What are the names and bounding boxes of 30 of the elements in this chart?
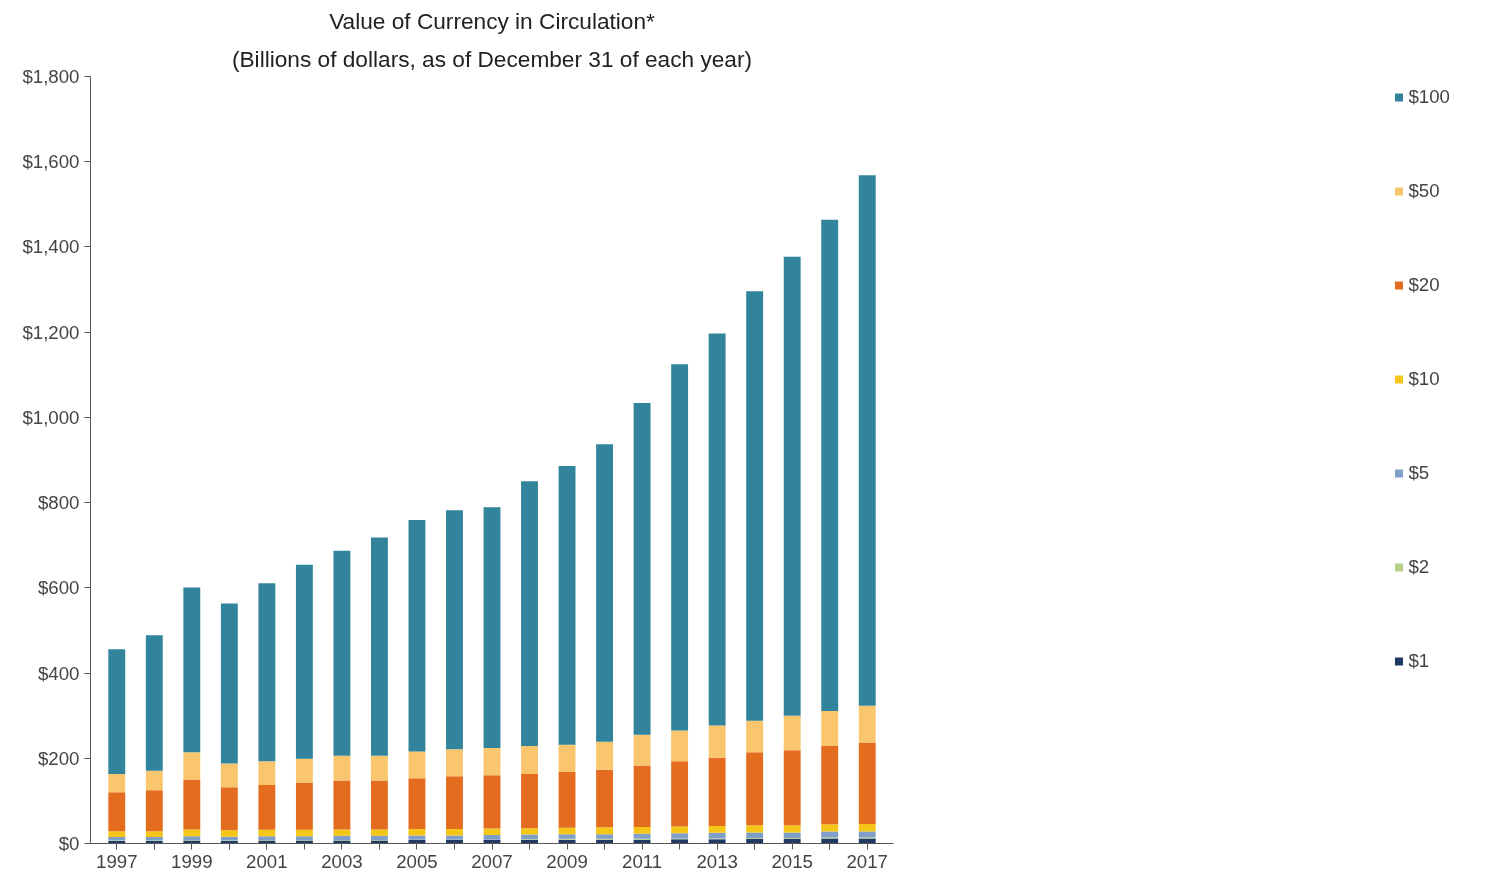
y-tick-label: $600 — [38, 577, 80, 599]
x-tick-label: 2011 — [622, 850, 663, 872]
x-tick-label: 1999 — [171, 850, 213, 872]
y-tick-label: $800 — [38, 492, 80, 514]
legend-label: $10 — [1408, 368, 1440, 390]
chart-subtitle: (Billions of dollars, as of December 31 of each year) — [231, 45, 753, 72]
x-tick-label: 2017 — [846, 850, 888, 872]
legend-label: $2 — [1408, 556, 1430, 578]
x-tick-label: 2013 — [696, 850, 738, 872]
x-tick-label: 2001 — [246, 850, 288, 872]
y-tick-label: $200 — [38, 747, 80, 769]
x-tick-label: 2007 — [471, 850, 513, 872]
legend-label: $20 — [1408, 274, 1440, 296]
y-tick-label: $400 — [38, 662, 80, 684]
y-tick-label: $1,200 — [22, 321, 80, 343]
x-tick-label: 2005 — [396, 850, 438, 872]
x-tick-label: 2003 — [321, 850, 363, 872]
legend-label: $100 — [1408, 86, 1450, 108]
x-tick-label: 2015 — [771, 850, 813, 872]
y-tick-label: $1,000 — [22, 406, 80, 428]
y-tick-label: $1,600 — [22, 151, 80, 173]
y-tick-label: $0 — [58, 833, 80, 854]
legend-label: $50 — [1408, 180, 1440, 202]
y-tick-label: $1,800 — [22, 66, 80, 87]
x-tick-label: 2009 — [546, 850, 588, 872]
legend-label: $5 — [1408, 462, 1430, 484]
y-tick-label: $1,400 — [22, 236, 80, 258]
x-tick-label: 1997 — [96, 850, 138, 872]
legend-label: $1 — [1408, 650, 1430, 672]
chart-title: Value of Currency in Circulation* — [329, 7, 656, 34]
